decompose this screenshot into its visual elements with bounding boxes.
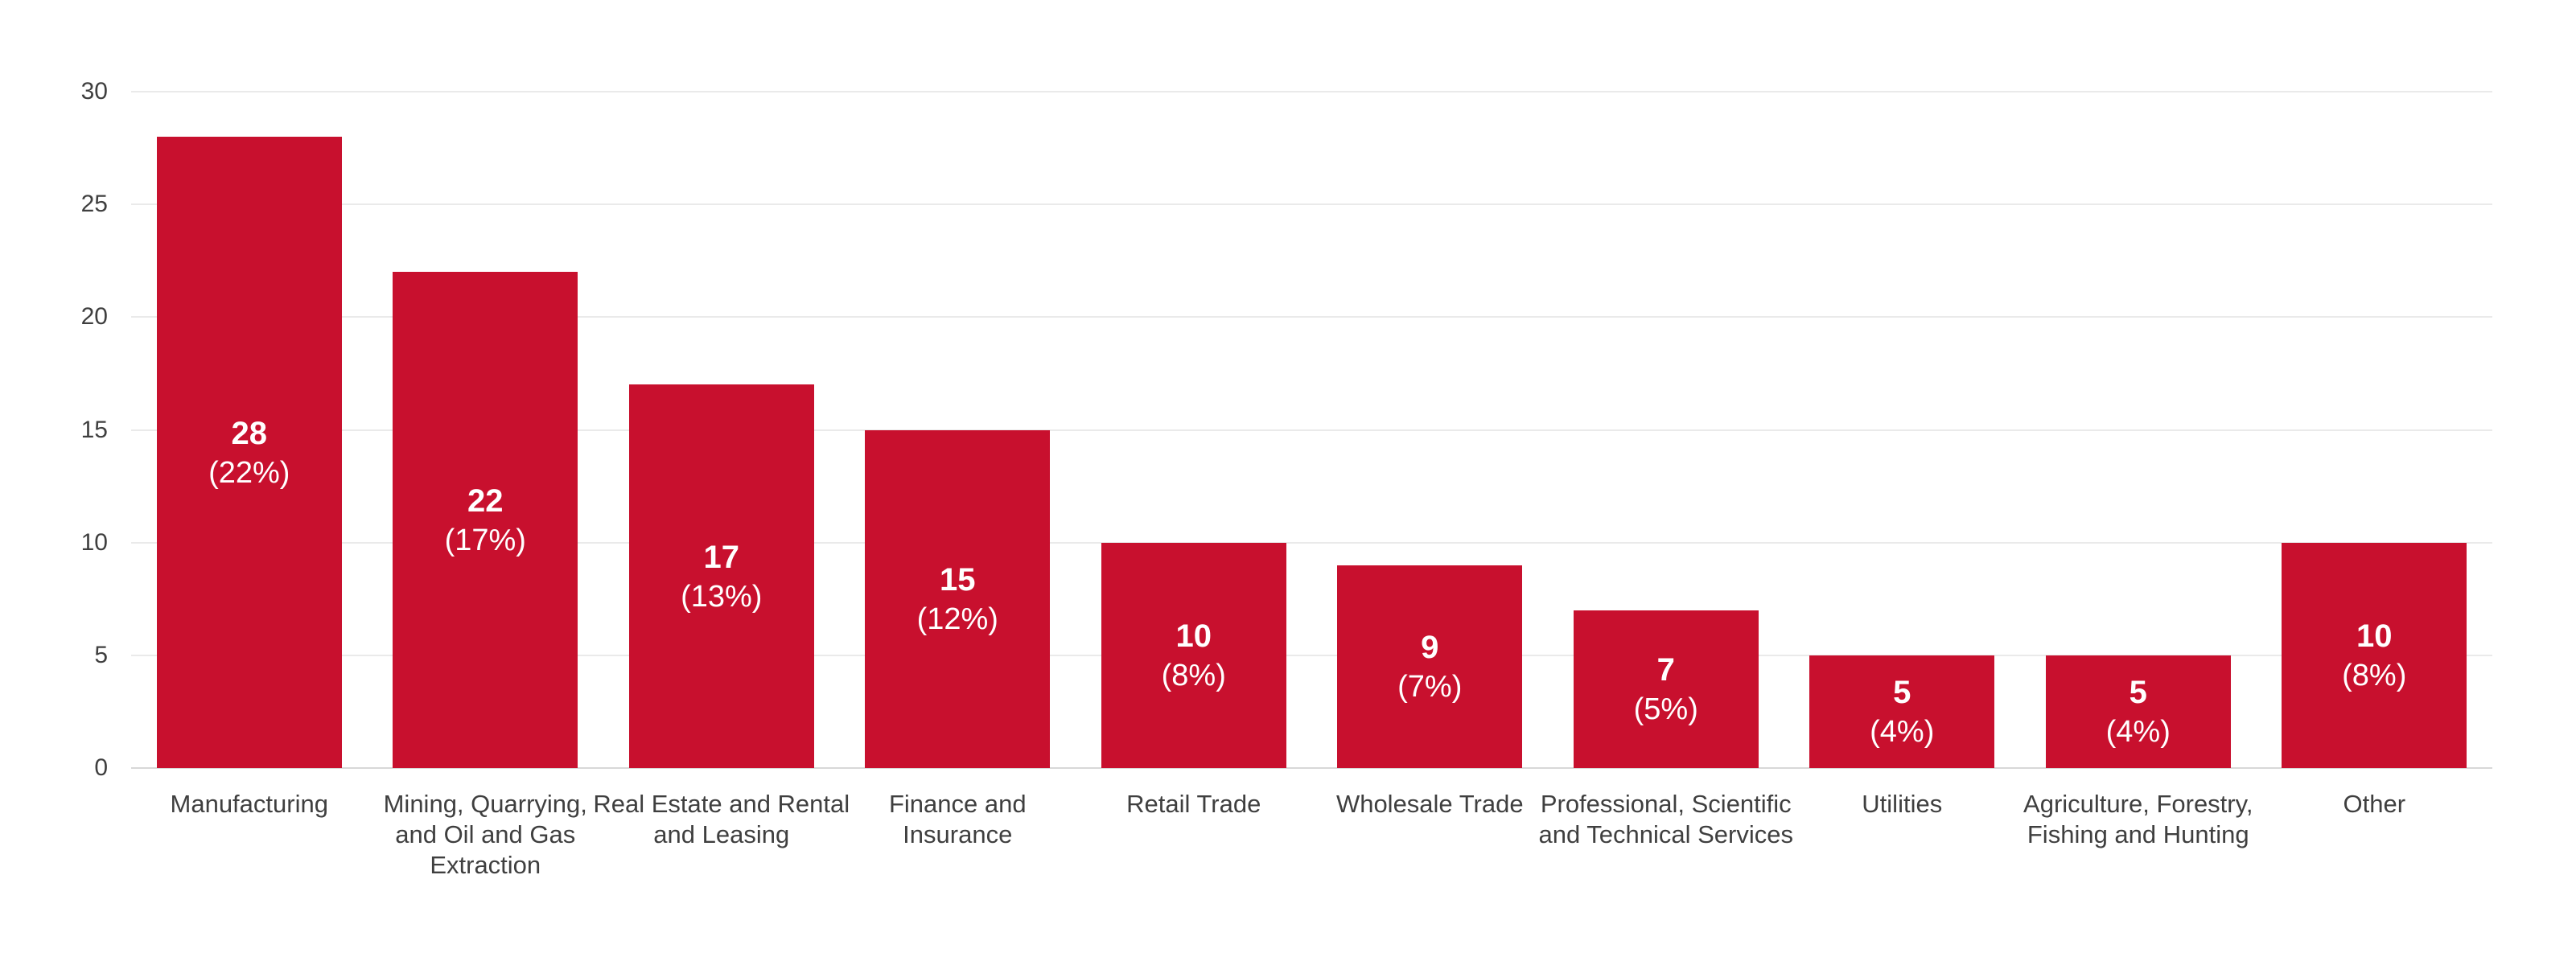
bar-utilities[interactable] [1809,655,1995,768]
y-gridline-30 [131,91,2492,92]
y-tick-label-30: 30 [80,78,108,105]
y-tick-label-10: 10 [80,528,108,556]
bar-wholesale-trade[interactable] [1337,565,1523,768]
x-category-label-agriculture-forestry-fishing-and-hunting: Agriculture, Forestry, Fishing and Huntin… [2023,790,2253,848]
x-category-label-finance-and-insurance: Finance and Insurance [888,790,1027,848]
y-tick-label-5: 5 [94,641,108,668]
bar-mining-quarrying-and-oil-and-gas-extraction[interactable] [393,272,578,768]
x-category-label-mining-quarrying-and-oil-and-gas-extraction: Mining, Quarrying, and Oil and Gas Extract… [383,790,587,879]
bar-professional-scientific-and-technical-services[interactable] [1573,610,1759,768]
y-gridline-5 [131,654,2492,656]
y-gridline-25 [131,203,2492,206]
bar-real-estate-and-rental-and-leasing[interactable] [628,384,814,768]
bar-manufacturing[interactable] [156,137,342,768]
x-axis-baseline [131,767,2492,769]
x-category-label-professional-scientific-and-technical-services: Professional, Scientific and Technical Se… [1538,790,1794,848]
x-category-label-other: Other [2343,790,2406,818]
bar-retail-trade[interactable] [1101,542,1286,768]
y-gridline-20 [131,316,2492,318]
bar-other[interactable] [2282,542,2467,768]
x-category-label-retail-trade: Retail Trade [1126,790,1261,818]
x-category-label-manufacturing: Manufacturing [170,790,328,818]
y-gridline-15 [131,429,2492,431]
y-gridline-10 [131,541,2492,544]
x-category-label-wholesale-trade: Wholesale Trade [1335,790,1524,818]
bar-agriculture-forestry-fishing-and-hunting[interactable] [2045,655,2231,768]
bar-finance-and-insurance[interactable] [865,429,1051,768]
y-tick-label-0: 0 [94,754,108,781]
x-category-label-utilities: Utilities [1862,790,1943,818]
y-tick-label-25: 25 [80,191,108,218]
y-tick-label-15: 15 [80,416,108,443]
y-tick-label-20: 20 [80,303,108,331]
x-category-label-real-estate-and-rental-and-leasing: Real Estate and Rental and Leasing [593,790,850,848]
